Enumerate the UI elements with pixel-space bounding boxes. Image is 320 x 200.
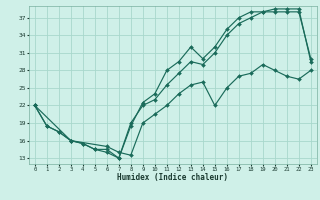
X-axis label: Humidex (Indice chaleur): Humidex (Indice chaleur) (117, 173, 228, 182)
